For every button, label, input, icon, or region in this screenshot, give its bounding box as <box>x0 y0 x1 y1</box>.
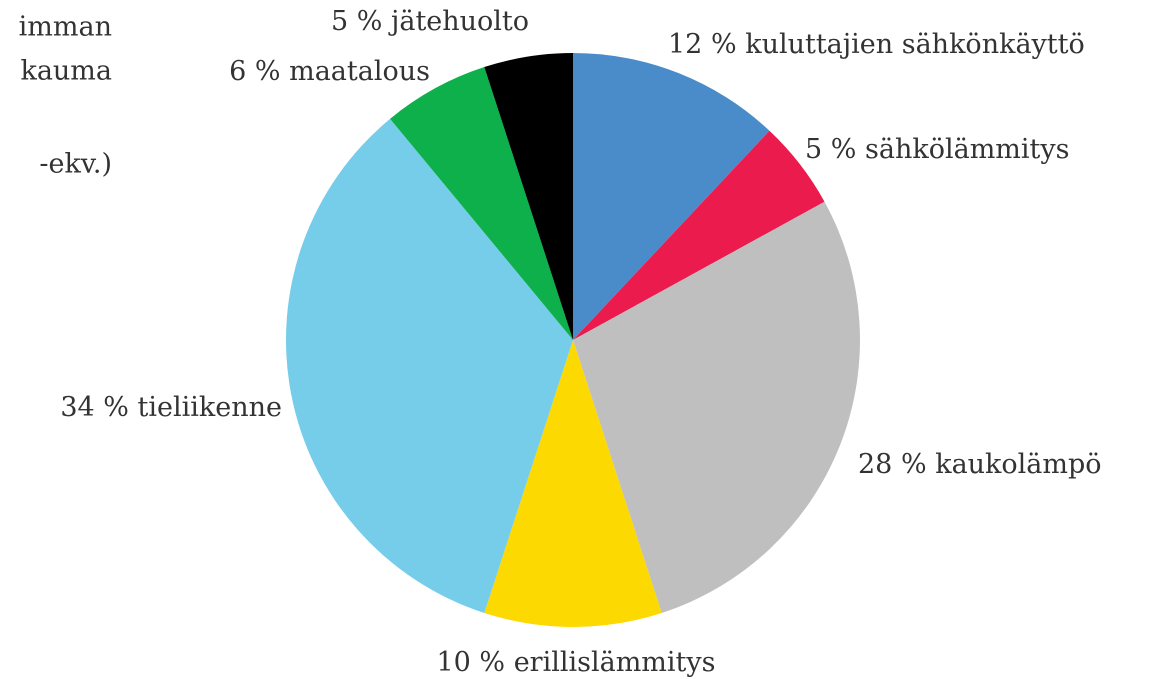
slice-label: 6 % maatalous <box>229 56 430 87</box>
category-label: sähkölämmitys <box>865 134 1070 165</box>
category-label: jätehuolto <box>388 6 529 37</box>
slice-label: 5 % sähkölämmitys <box>805 134 1070 165</box>
value-label: 10 % <box>436 647 505 678</box>
value-label: 12 % <box>668 29 737 60</box>
value-label: 6 % <box>229 56 280 87</box>
title-line: kauma <box>20 56 112 87</box>
value-label: 5 % <box>331 6 382 37</box>
slice-label: 12 % kuluttajien sähkönkäyttö <box>668 29 1085 60</box>
category-label: erillislämmitys <box>514 647 716 678</box>
category-label: kuluttajien sähkönkäyttö <box>745 29 1085 60</box>
pie-slice <box>573 130 825 340</box>
slice-label: 34 % tieliikenne <box>60 392 282 423</box>
category-label: tieliikenne <box>138 392 282 423</box>
category-label: maatalous <box>289 56 430 87</box>
value-label: 28 % <box>858 449 927 480</box>
slice-label: 28 % kaukolämpö <box>858 449 1102 480</box>
pie-slice <box>573 201 860 613</box>
pie-slice <box>390 67 573 340</box>
slice-label: 5 % jätehuolto <box>331 6 529 37</box>
value-label: 5 % <box>805 134 856 165</box>
category-label: kaukolämpö <box>935 449 1101 480</box>
pie-slice <box>484 340 662 628</box>
pie-slice <box>573 53 770 340</box>
pie-slice <box>285 118 573 613</box>
slice-label: 10 % erillislämmitys <box>436 647 715 678</box>
title-line: -ekv.) <box>39 149 112 180</box>
pie-slice <box>484 53 573 340</box>
value-label: 34 % <box>60 392 129 423</box>
title-line: imman <box>19 12 112 43</box>
